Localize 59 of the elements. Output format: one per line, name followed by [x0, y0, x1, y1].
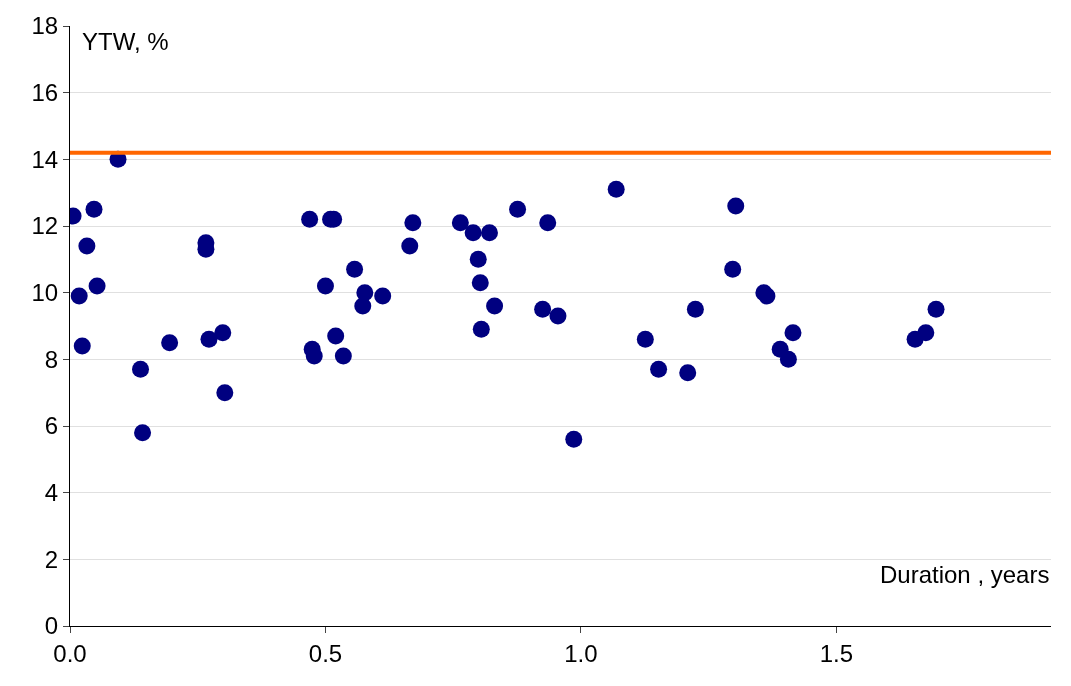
point: [607, 180, 625, 198]
point: [161, 334, 179, 352]
point: [200, 330, 218, 348]
point: [779, 350, 797, 368]
y-axis-title: YTW, %: [82, 28, 169, 55]
point: [73, 337, 91, 355]
point: [78, 237, 96, 255]
point: [401, 237, 419, 255]
x-tick-label: 1.0: [564, 639, 598, 667]
point: [85, 200, 103, 218]
x-tick-label: 1.5: [819, 639, 854, 667]
point: [301, 210, 319, 228]
point: [134, 424, 152, 442]
point: [650, 360, 668, 378]
point: [334, 347, 352, 365]
point: [70, 287, 88, 305]
y-tick-label: 12: [31, 212, 59, 240]
point: [327, 327, 345, 345]
y-tick-label: 0: [44, 612, 59, 640]
point: [509, 200, 527, 218]
point: [464, 224, 482, 242]
y-tick-label: 2: [44, 545, 59, 573]
point: [316, 277, 334, 295]
point: [927, 300, 945, 318]
point: [724, 260, 742, 278]
point: [784, 324, 802, 342]
point: [88, 277, 106, 295]
point: [534, 300, 552, 318]
point: [679, 364, 697, 382]
point: [469, 250, 487, 268]
point: [565, 430, 583, 448]
point: [471, 274, 489, 292]
point: [346, 260, 364, 278]
point: [636, 330, 654, 348]
y-tick-label: 14: [31, 145, 59, 173]
y-tick-label: 6: [44, 412, 59, 440]
x-axis-title: Duration , years: [880, 561, 1050, 588]
point: [451, 214, 469, 232]
point: [132, 360, 150, 378]
y-tick-label: 4: [44, 479, 59, 507]
y-tick-label: 8: [44, 345, 59, 373]
point: [686, 300, 704, 318]
point: [539, 214, 557, 232]
point: [216, 384, 234, 402]
point: [549, 307, 567, 325]
point: [404, 214, 422, 232]
point: [480, 224, 498, 242]
y-tick-label: 10: [31, 279, 59, 307]
x-tick-label: 0.0: [53, 639, 87, 667]
point: [374, 287, 392, 305]
x-tick-label: 0.5: [308, 639, 343, 667]
y-tick-label: 18: [31, 12, 59, 40]
point: [472, 320, 490, 338]
y-tick-label: 16: [31, 79, 59, 107]
point: [486, 297, 504, 315]
point: [356, 284, 374, 302]
point: [917, 324, 935, 342]
point: [214, 324, 232, 342]
point: [727, 197, 745, 215]
